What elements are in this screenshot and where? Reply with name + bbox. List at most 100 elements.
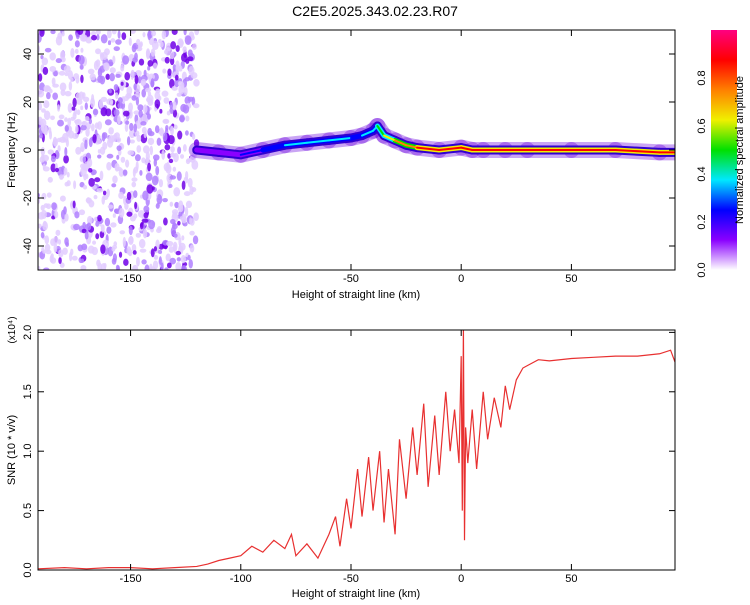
noise-speck bbox=[145, 48, 151, 59]
noise-speck bbox=[162, 132, 168, 142]
snr-yscale-label: (x10⁴) bbox=[7, 316, 18, 343]
ridge-core bbox=[416, 146, 441, 151]
noise-speck bbox=[126, 86, 133, 96]
noise-speck bbox=[144, 264, 150, 270]
noise-speck bbox=[132, 57, 138, 63]
noise-speck bbox=[42, 249, 47, 254]
noise-speck bbox=[44, 47, 52, 53]
spectrogram-xtick-label: -150 bbox=[120, 273, 142, 285]
noise-speck bbox=[156, 137, 162, 146]
spectrogram-xtick-label: 50 bbox=[565, 273, 577, 285]
noise-speck bbox=[101, 195, 106, 205]
spectrogram-ytick-label: 40 bbox=[22, 48, 34, 60]
noise-speck bbox=[95, 30, 101, 35]
noise-speck bbox=[40, 146, 46, 156]
noise-speck bbox=[76, 30, 84, 36]
noise-speck bbox=[62, 247, 68, 255]
noise-speck bbox=[123, 195, 127, 206]
noise-speck bbox=[113, 46, 120, 52]
noise-speck bbox=[80, 124, 87, 131]
noise-speck bbox=[109, 72, 115, 82]
noise-speck bbox=[39, 82, 45, 92]
noise-speck bbox=[80, 35, 87, 42]
noise-speck bbox=[112, 253, 117, 263]
noise-speck bbox=[140, 78, 147, 86]
noise-speck bbox=[110, 38, 116, 43]
snr-xtick-label: -100 bbox=[230, 573, 252, 585]
noise-speck bbox=[176, 257, 182, 262]
noise-speck bbox=[73, 73, 80, 80]
noise-speck bbox=[158, 95, 162, 101]
noise-speck bbox=[95, 220, 100, 227]
noise-speck bbox=[187, 56, 194, 62]
noise-speck bbox=[104, 119, 112, 126]
noise-speck bbox=[163, 97, 170, 104]
noise-speck bbox=[98, 99, 103, 109]
noise-speck bbox=[169, 57, 175, 66]
noise-speck bbox=[97, 75, 103, 83]
noise-speck bbox=[58, 70, 66, 76]
noise-speck bbox=[146, 94, 154, 104]
noise-speck bbox=[164, 267, 169, 270]
noise-speck bbox=[72, 97, 77, 108]
noise-speck bbox=[189, 244, 195, 253]
noise-speck bbox=[40, 204, 45, 211]
noise-speck bbox=[66, 180, 71, 187]
noise-speck bbox=[155, 203, 160, 209]
snr-ytick-label: 0.5 bbox=[22, 503, 34, 518]
noise-speck bbox=[58, 174, 65, 180]
snr-panel: -150 -100 -50 0 50 0.0 0.5 1.0 1.5 2.0 Height of … bbox=[6, 316, 676, 600]
noise-speck bbox=[75, 146, 82, 155]
noise-speck bbox=[102, 190, 107, 196]
noise-speck bbox=[107, 204, 114, 209]
noise-speck bbox=[116, 145, 122, 151]
noise-speck bbox=[76, 109, 81, 116]
noise-speck bbox=[175, 63, 180, 74]
noise-speck bbox=[49, 255, 54, 263]
noise-speck bbox=[170, 226, 176, 237]
noise-speck bbox=[142, 145, 150, 154]
noise-speck bbox=[150, 78, 155, 88]
noise-speck bbox=[41, 57, 49, 66]
noise-speck bbox=[147, 113, 151, 120]
noise-speck bbox=[193, 79, 200, 87]
noise-speck bbox=[170, 125, 174, 136]
noise-speck bbox=[62, 132, 69, 143]
noise-speck bbox=[104, 217, 111, 227]
noise-speck bbox=[118, 191, 124, 200]
noise-speck bbox=[55, 58, 62, 64]
noise-speck bbox=[95, 48, 102, 55]
noise-speck bbox=[74, 125, 79, 134]
ridge-core bbox=[394, 139, 408, 147]
noise-speck bbox=[134, 201, 138, 210]
ridge-core bbox=[217, 151, 242, 156]
noise-speck bbox=[115, 73, 121, 78]
noise-speck bbox=[50, 155, 56, 163]
noise-speck bbox=[117, 30, 121, 39]
noise-speck bbox=[113, 133, 118, 139]
noise-speck bbox=[183, 30, 187, 36]
noise-speck bbox=[64, 72, 69, 77]
noise-speck bbox=[118, 168, 125, 177]
noise-speck bbox=[185, 200, 193, 209]
noise-speck bbox=[182, 144, 187, 152]
noise-speck bbox=[157, 249, 163, 254]
snr-line bbox=[38, 330, 675, 570]
noise-speck bbox=[100, 244, 106, 255]
noise-speck bbox=[147, 162, 151, 172]
noise-speck bbox=[139, 170, 143, 176]
noise-speck bbox=[79, 64, 84, 70]
noise-speck bbox=[137, 210, 145, 218]
noise-speck bbox=[56, 137, 63, 143]
noise-speck bbox=[44, 235, 50, 245]
noise-speck bbox=[84, 139, 88, 150]
noise-speck bbox=[161, 30, 167, 40]
noise-speck bbox=[152, 260, 159, 270]
noise-speck bbox=[169, 175, 177, 180]
noise-speck bbox=[38, 89, 45, 98]
noise-speck bbox=[84, 102, 88, 110]
ridge-core bbox=[283, 141, 308, 147]
noise-speck bbox=[163, 49, 168, 55]
noise-speck bbox=[147, 127, 153, 136]
noise-speck bbox=[166, 262, 172, 269]
